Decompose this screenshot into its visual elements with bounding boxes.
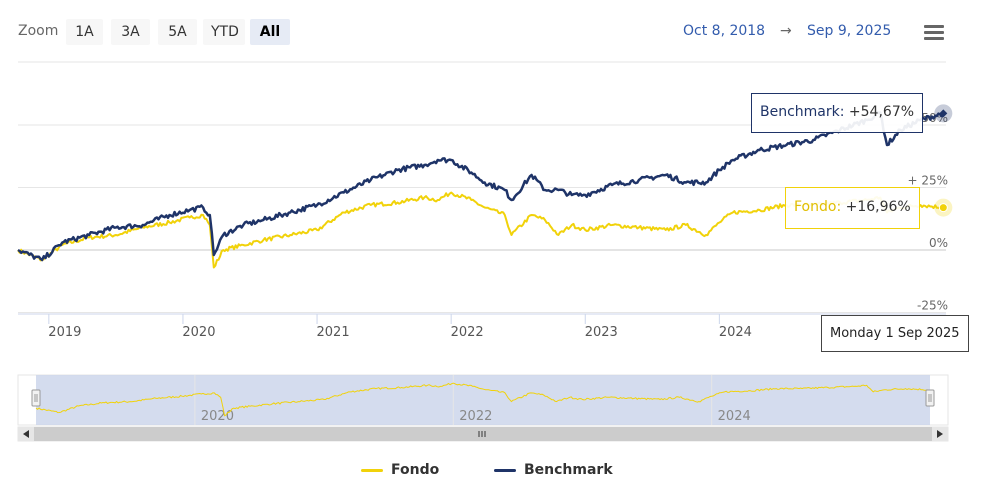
legend-label-benchmark: Benchmark bbox=[524, 462, 613, 478]
benchmark-tooltip: Benchmark: +54,67% bbox=[751, 93, 924, 133]
zoom-all-button[interactable]: All bbox=[250, 19, 290, 45]
date-tooltip: Monday 1 Sep 2025 bbox=[821, 315, 969, 352]
legend-item-benchmark[interactable]: Benchmark bbox=[494, 462, 613, 478]
benchmark-tooltip-name: Benchmark bbox=[760, 104, 840, 120]
benchmark-tooltip-value: +54,67% bbox=[848, 104, 915, 120]
navigator-tick-label: 2022 bbox=[459, 409, 492, 424]
legend-label-fondo: Fondo bbox=[391, 462, 440, 478]
hamburger-menu-icon[interactable] bbox=[924, 25, 946, 43]
zoom-label: Zoom bbox=[18, 23, 59, 39]
zoom-3a-button[interactable]: 3A bbox=[111, 19, 150, 45]
scrollbar-thumb[interactable] bbox=[34, 427, 932, 441]
scroll-left-arrow-icon[interactable] bbox=[23, 430, 29, 438]
range-from[interactable]: Oct 8, 2018 bbox=[683, 23, 766, 39]
fondo-tooltip: Fondo: +16,96% bbox=[785, 187, 920, 229]
zoom-1a-button[interactable]: 1A bbox=[66, 19, 103, 45]
series-line-benchmark bbox=[17, 110, 945, 262]
y-tick-label: + 25% bbox=[907, 174, 948, 188]
range-arrow: → bbox=[780, 23, 792, 39]
legend-swatch-benchmark bbox=[494, 468, 516, 472]
navigator-mask bbox=[36, 375, 930, 425]
x-tick-label: 2022 bbox=[451, 325, 484, 340]
y-tick-label: -25% bbox=[917, 299, 948, 313]
x-tick-label: 2021 bbox=[317, 325, 350, 340]
scroll-right-arrow-icon[interactable] bbox=[937, 430, 943, 438]
navigator-tick-label: 2024 bbox=[718, 409, 751, 424]
zoom-ytd-button[interactable]: YTD bbox=[203, 19, 245, 45]
x-tick-label: 2020 bbox=[182, 325, 215, 340]
legend-swatch-fondo bbox=[361, 468, 383, 472]
navigator-tick-label: 2020 bbox=[201, 409, 234, 424]
navigator-series-line bbox=[35, 382, 928, 417]
x-tick-label: 2019 bbox=[48, 325, 81, 340]
zoom-5a-button[interactable]: 5A bbox=[158, 19, 197, 45]
x-tick-label: 2024 bbox=[719, 325, 752, 340]
fondo-tooltip-name: Fondo bbox=[794, 199, 837, 215]
fondo-tooltip-value: +16,96% bbox=[845, 199, 911, 215]
legend-item-fondo[interactable]: Fondo bbox=[361, 462, 439, 478]
fondo-hover-point bbox=[938, 203, 948, 213]
y-tick-label: 0% bbox=[929, 236, 948, 250]
range-to[interactable]: Sep 9, 2025 bbox=[807, 23, 892, 39]
navigator-left-handle[interactable] bbox=[31, 389, 41, 407]
x-tick-label: 2023 bbox=[585, 325, 618, 340]
benchmark-hover-point bbox=[939, 109, 948, 118]
navigator-right-handle[interactable] bbox=[925, 389, 935, 407]
